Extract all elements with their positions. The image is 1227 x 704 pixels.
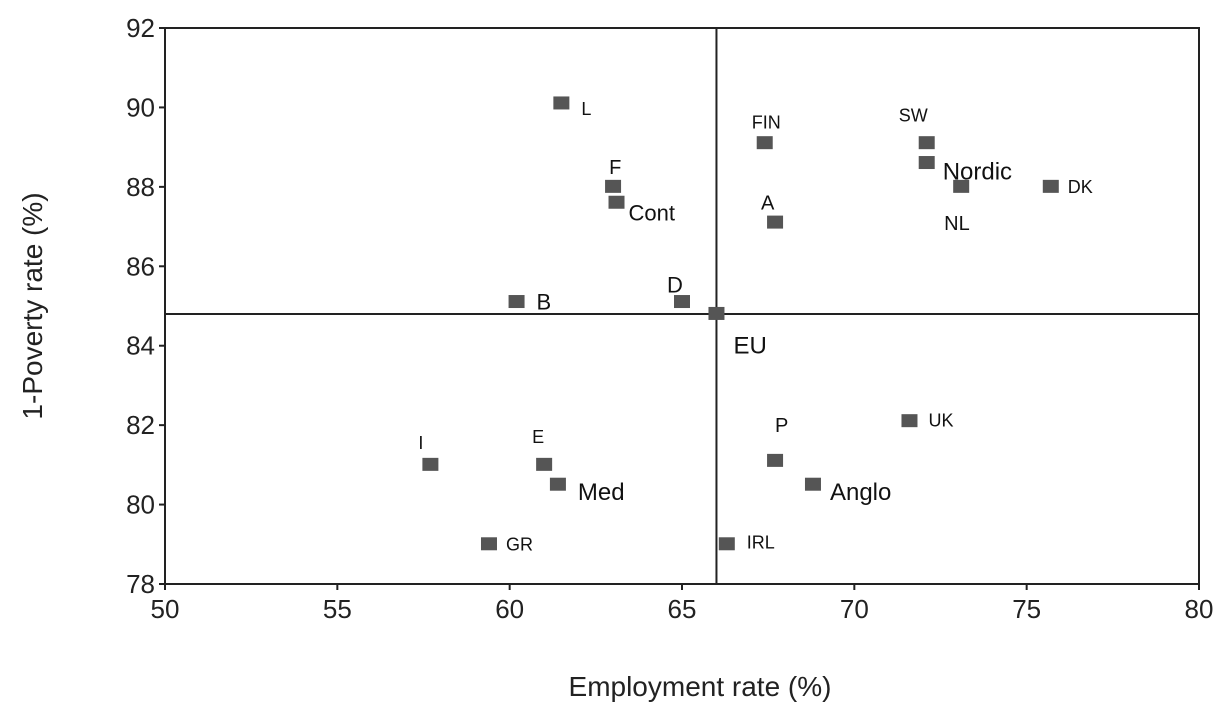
point-label-f: F [609,157,621,179]
point-label-e: E [532,427,544,447]
point-marker-cont [608,195,625,209]
point-label-sw: SW [899,105,928,125]
x-tick-label: 75 [1012,594,1041,624]
y-tick-label: 90 [126,92,155,122]
data-points [422,96,1059,551]
point-marker-b [508,295,525,309]
x-tick-label: 50 [151,594,180,624]
point-marker-fin [756,136,773,150]
data-labels: L FIN SW Nordic F NL DK Cont A B D EU UK I E P Med Anglo G… [418,99,1092,555]
y-axis-title: 1-Poverty rate (%) [17,192,48,419]
point-label-nordic: Nordic [943,158,1012,185]
point-marker-uk [901,414,918,428]
point-marker-nordic [918,156,935,170]
point-marker-p [767,453,784,467]
point-marker-anglo [804,477,821,491]
point-marker-i [422,457,439,471]
point-label-b: B [537,290,552,315]
y-tick-label: 92 [126,13,155,43]
point-marker-l [553,96,570,110]
point-marker-irl [718,537,735,551]
point-label-fin: FIN [752,112,781,132]
y-tick-label: 84 [126,331,155,361]
x-axis-title: Employment rate (%) [569,671,832,702]
point-marker-med [549,477,566,491]
point-marker-gr [480,537,497,551]
point-label-gr: GR [506,535,533,555]
y-axis: 78 80 82 84 86 88 90 92 [126,13,165,599]
point-label-a: A [761,193,775,215]
x-axis: 50 55 60 65 70 75 80 [151,584,1214,624]
point-marker-eu [708,306,725,320]
x-tick-label: 80 [1185,594,1214,624]
point-label-dk: DK [1068,177,1093,197]
point-label-med: Med [578,479,625,506]
reference-lines [165,28,1199,584]
y-tick-label: 78 [126,569,155,599]
point-marker-f [605,179,622,193]
y-tick-label: 88 [126,172,155,202]
point-marker-nl [953,179,970,193]
point-label-d: D [667,273,683,298]
point-label-eu: EU [733,332,766,359]
point-label-l: L [581,99,591,119]
point-label-anglo: Anglo [830,479,891,506]
point-label-cont: Cont [629,200,675,225]
point-marker-dk [1042,179,1059,193]
point-label-p: P [775,415,788,437]
point-marker-sw [918,136,935,150]
point-marker-e [536,457,553,471]
y-tick-label: 80 [126,490,155,520]
point-label-uk: UK [928,410,953,430]
x-tick-label: 65 [668,594,697,624]
x-tick-label: 60 [495,594,524,624]
point-label-nl: NL [944,213,970,235]
y-tick-label: 86 [126,251,155,281]
point-marker-a [767,215,784,229]
x-tick-label: 70 [840,594,869,624]
y-tick-label: 82 [126,410,155,440]
point-label-i: I [418,433,423,453]
point-label-irl: IRL [747,533,775,553]
x-tick-label: 55 [323,594,352,624]
point-marker-d [674,295,690,309]
